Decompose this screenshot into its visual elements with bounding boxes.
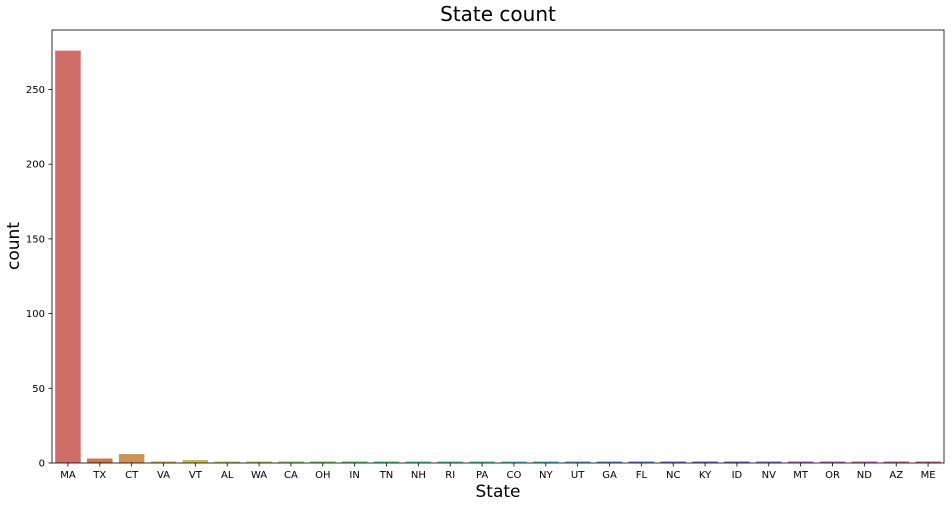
bar-or <box>819 461 846 463</box>
y-tick-label: 200 <box>26 160 45 171</box>
x-tick-label: UT <box>571 470 585 481</box>
bar-co <box>501 461 527 463</box>
x-tick-label: OR <box>825 470 840 481</box>
x-tick-label: FL <box>636 470 648 481</box>
x-tick-label: CO <box>506 470 521 481</box>
bar-tx <box>87 458 113 463</box>
bars-group <box>55 50 941 463</box>
x-tick-label: CT <box>125 470 139 481</box>
x-tick-label: NC <box>666 470 680 481</box>
bar-tn <box>373 461 400 463</box>
x-tick-label: GA <box>602 470 617 481</box>
bar-ca <box>278 461 304 463</box>
bar-ut <box>564 461 591 463</box>
bar-ri <box>437 461 463 463</box>
x-tick-label: KY <box>699 470 712 481</box>
x-tick-label: NH <box>411 470 426 481</box>
bar-nd <box>851 461 878 463</box>
x-tick-label: ND <box>857 470 872 481</box>
bar-az <box>883 461 909 463</box>
x-tick-label: ME <box>921 470 936 481</box>
x-tick-label: IN <box>349 470 359 481</box>
bar-mt <box>787 461 814 463</box>
x-tick-label: AL <box>221 470 234 481</box>
x-tick-label: NV <box>762 470 776 481</box>
x-tick-label: MA <box>60 470 76 481</box>
y-tick-label: 0 <box>39 459 45 470</box>
bar-vt <box>182 460 209 463</box>
x-tick-label: TX <box>92 470 106 481</box>
bar-oh <box>310 461 336 463</box>
bar-ky <box>692 461 718 463</box>
x-axis-title: State <box>476 482 521 502</box>
x-tick-label: ID <box>732 470 743 481</box>
x-tick-label: TN <box>379 470 394 481</box>
y-tick-label: 250 <box>26 85 45 96</box>
y-tick-label: 100 <box>26 309 45 320</box>
bar-al <box>214 461 240 463</box>
bar-ct <box>118 454 145 463</box>
y-axis-title: count <box>4 222 24 270</box>
bar-pa <box>469 461 495 463</box>
bar-nc <box>660 461 686 463</box>
x-axis-ticks: MA TX CT VA VT AL WA CA OH IN TN NH RI PA CO NY UT GA FL NC… <box>60 463 936 481</box>
x-tick-label: MT <box>793 470 809 481</box>
y-tick-label: 50 <box>32 384 45 395</box>
bar-id <box>724 461 750 463</box>
bar-ga <box>596 461 623 463</box>
plot-frame <box>51 29 945 464</box>
bar-wa <box>246 461 272 463</box>
x-tick-label: AZ <box>889 470 903 481</box>
x-tick-label: RI <box>445 470 455 481</box>
y-axis-ticks: 0 50 100 150 200 250 <box>26 85 52 470</box>
x-tick-label: PA <box>476 470 488 481</box>
bar-ny <box>533 461 559 463</box>
y-tick-label: 150 <box>26 234 45 245</box>
x-tick-label: CA <box>284 470 298 481</box>
x-tick-label: OH <box>315 470 330 481</box>
x-tick-label: VA <box>157 470 170 481</box>
bar-in <box>341 461 368 463</box>
bar-me <box>915 461 941 463</box>
x-tick-label: NY <box>539 470 553 481</box>
bar-ma <box>55 50 81 463</box>
chart-title: State count <box>440 2 556 26</box>
bar-va <box>150 461 177 463</box>
x-tick-label: WA <box>251 470 267 481</box>
x-tick-label: VT <box>189 470 203 481</box>
plot-area: 0 50 100 150 200 250 MA TX CT VA VT AL WA CA OH IN TN NH… <box>26 29 945 481</box>
bar-nh <box>405 461 432 463</box>
bar-nv <box>756 461 782 463</box>
bar-fl <box>628 461 655 463</box>
